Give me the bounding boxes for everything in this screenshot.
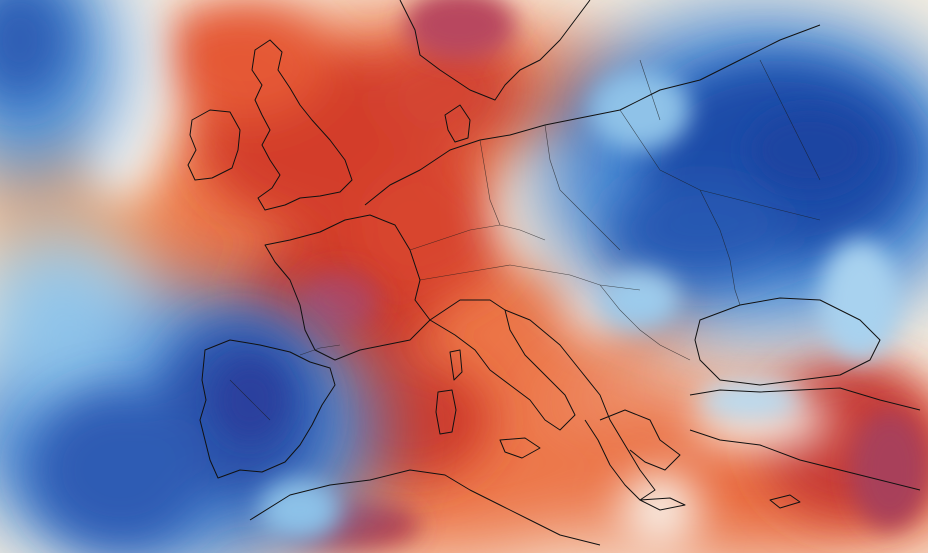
border-franco-german	[409, 224, 546, 251]
border-iberia-internal	[229, 379, 271, 421]
inner-borders	[229, 59, 821, 421]
coastline-great-britain	[251, 39, 353, 211]
border-ukraine-east	[699, 189, 741, 306]
coastline-scandinavia	[399, 0, 591, 101]
coastline-sardinia	[435, 389, 457, 435]
country-borders	[187, 0, 921, 546]
coastline-ireland	[187, 109, 241, 181]
border-poland-east	[544, 124, 621, 251]
coastline-france	[264, 214, 431, 361]
coastline-north-africa	[249, 469, 601, 546]
coastline-cyprus	[769, 494, 801, 509]
border-russia	[759, 59, 821, 181]
coastline-greece	[599, 409, 681, 471]
border-central-europe	[419, 264, 641, 291]
coastline-iberia	[199, 339, 336, 479]
coastline-corsica	[449, 349, 463, 381]
coastline-sicily	[499, 437, 541, 459]
coastline-balkans	[504, 309, 656, 501]
coastline-turkey	[689, 387, 921, 411]
coastline-italy	[429, 299, 576, 431]
cool-fringes	[260, 70, 900, 540]
border-north-central	[479, 139, 501, 226]
coastline-black-sea	[694, 297, 881, 386]
coastline-denmark	[444, 104, 471, 143]
coastline-north-europe	[364, 24, 821, 206]
border-pyrenees	[299, 344, 341, 356]
border-baltic	[639, 59, 661, 121]
border-balkans-east	[599, 284, 691, 361]
coastline-crete	[639, 497, 686, 511]
coastline-turkey-south	[689, 429, 921, 491]
